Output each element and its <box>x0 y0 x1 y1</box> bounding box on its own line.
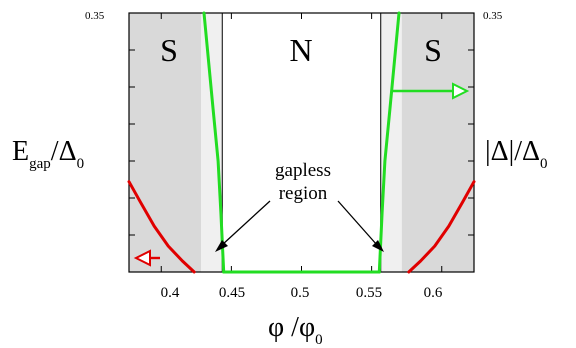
x-tick-label: 0.45 <box>219 285 245 301</box>
y-right-top-tick-label: 0.35 <box>483 10 503 22</box>
phase-region <box>201 13 222 272</box>
y-left-label: Egap/Δ0 <box>12 136 84 172</box>
x-tick-label: 0.6 <box>424 285 443 301</box>
x-tick-label: 0.5 <box>291 285 310 301</box>
annotation-line-1: gapless <box>275 160 331 181</box>
region-label-s-left: S <box>160 32 178 68</box>
x-tick-labels: 0.4 0.45 0.5 0.55 0.6 <box>161 285 443 301</box>
region-label-n: N <box>289 32 312 68</box>
x-tick-label: 0.4 <box>161 285 180 301</box>
y-right-label: |Δ|/Δ0 <box>485 136 548 172</box>
x-tick-label: 0.55 <box>356 285 382 301</box>
annotation-line-2: region <box>279 183 328 204</box>
region-label-s-right: S <box>424 32 442 68</box>
x-axis-label: φ /φ0 <box>268 312 323 348</box>
phase-region <box>381 13 402 272</box>
y-left-top-tick-label: 0.35 <box>85 10 105 22</box>
